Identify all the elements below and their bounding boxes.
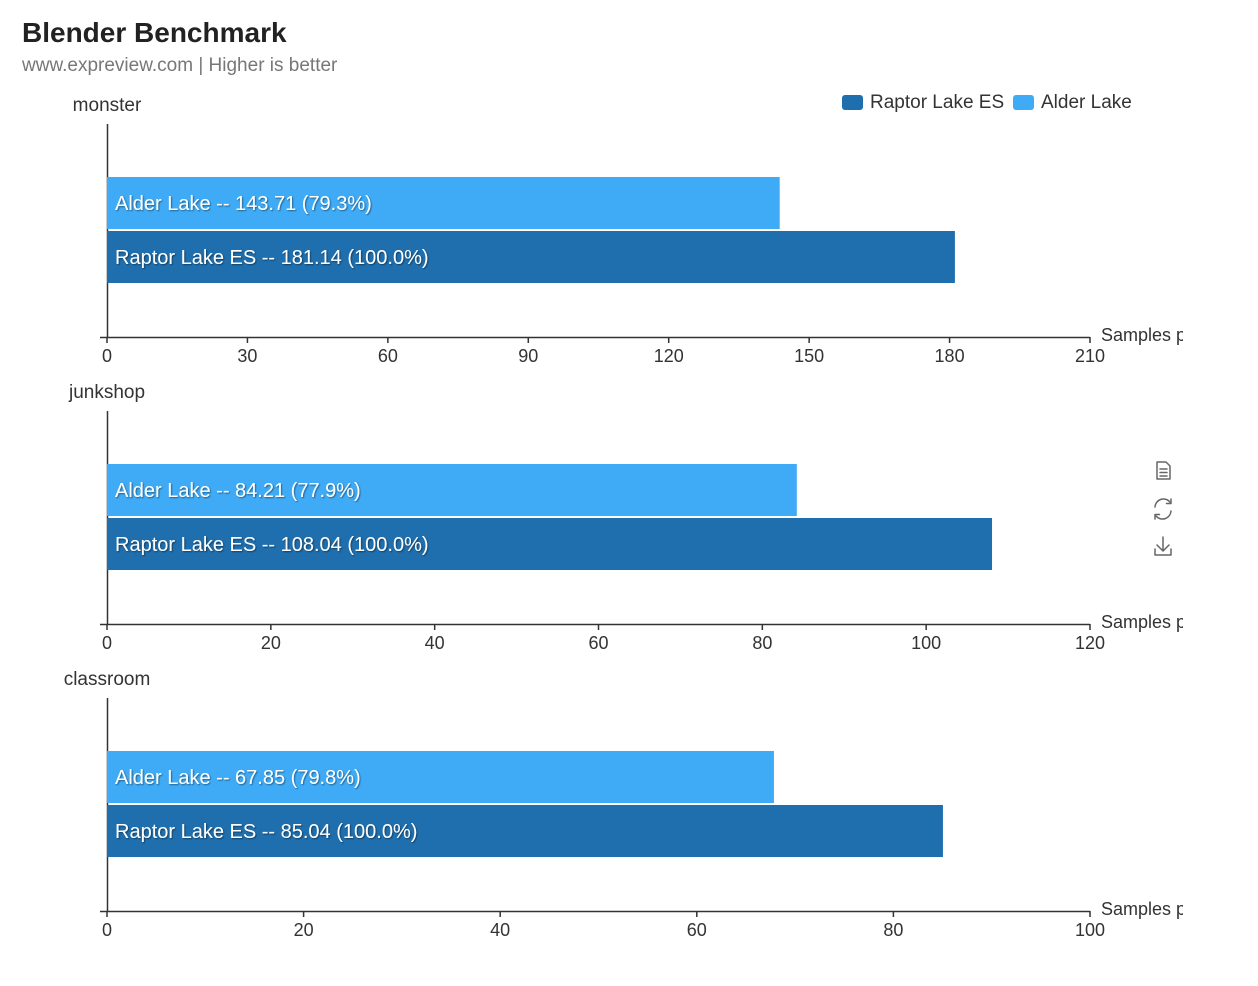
download-tray [1154, 548, 1172, 556]
legend: Raptor Lake ES Alder Lake [842, 92, 1132, 113]
x-axis-name: Samples per minute [1101, 325, 1258, 345]
chart-subtitle: www.expreview.com | Higher is better [21, 55, 338, 76]
bar-raptor-lake-es[interactable] [107, 805, 943, 857]
legend-swatch [1013, 95, 1034, 110]
arrow-bottom [1154, 513, 1161, 520]
chart-panel-classroom: classroom Alder Lake -- 67.85 (79.8%) Rapt… [64, 669, 1258, 940]
data-view-icon[interactable] [1149, 457, 1177, 485]
x-tick-label: 60 [588, 633, 608, 653]
x-tick-label: 20 [294, 920, 314, 940]
bar-raptor-lake-es[interactable] [107, 518, 993, 570]
panel-title: monster [73, 95, 142, 116]
bar-label: Alder Lake -- 84.21 (77.9%) [115, 480, 361, 502]
x-tick-label: 0 [102, 346, 112, 366]
bar-label: Alder Lake -- 67.85 (79.8%) [115, 767, 361, 789]
x-tick-label: 90 [518, 346, 538, 366]
bar-label: Raptor Lake ES -- 181.14 (100.0%) [115, 247, 429, 269]
bar-alder-lake[interactable] [107, 464, 797, 516]
x-tick-label: 30 [237, 346, 257, 366]
x-tick-label: 40 [490, 920, 510, 940]
legend-label: Alder Lake [1041, 92, 1132, 113]
x-tick-label: 80 [883, 920, 903, 940]
bar-label: Raptor Lake ES -- 108.04 (100.0%) [115, 534, 429, 556]
x-tick-label: 150 [794, 346, 824, 366]
x-tick-label: 120 [654, 346, 684, 366]
x-tick-label: 80 [752, 633, 772, 653]
x-tick-label: 20 [261, 633, 281, 653]
legend-item-1[interactable]: Raptor Lake ES [842, 92, 1004, 113]
bar-label: Raptor Lake ES -- 85.04 (100.0%) [115, 821, 417, 843]
x-tick-label: 180 [935, 346, 965, 366]
save-image-icon[interactable] [1149, 533, 1177, 561]
x-axis-name: Samples per minute [1101, 899, 1258, 919]
x-tick-label: 0 [102, 633, 112, 653]
x-tick-label: 120 [1075, 633, 1105, 653]
x-tick-label: 100 [911, 633, 941, 653]
legend-swatch [842, 95, 863, 110]
document-shape [1156, 461, 1171, 480]
bar-alder-lake[interactable] [107, 177, 780, 229]
document-lines [1159, 468, 1168, 477]
bar-label: Alder Lake -- 143.71 (79.3%) [115, 193, 372, 215]
chart-title: Blender Benchmark [22, 17, 287, 48]
toolbox [1149, 457, 1177, 561]
x-axis-name: Samples per minute [1101, 612, 1258, 632]
x-tick-label: 60 [378, 346, 398, 366]
legend-label: Raptor Lake ES [870, 92, 1004, 113]
arc-bottom [1155, 510, 1172, 520]
chart-panel-monster: monster Alder Lake -- 143.71 (79.3%) Rapto… [73, 95, 1258, 366]
hit-area [1149, 457, 1177, 485]
x-tick-label: 210 [1075, 346, 1105, 366]
x-tick-label: 40 [425, 633, 445, 653]
download-arrow [1156, 536, 1170, 552]
panel-title: classroom [64, 669, 151, 690]
chart-panels: monster Alder Lake -- 143.71 (79.3%) Rapto… [64, 95, 1258, 940]
chart-panel-junkshop: junkshop Alder Lake -- 84.21 (77.9%) Rapto… [68, 382, 1258, 653]
x-tick-label: 60 [687, 920, 707, 940]
x-tick-label: 100 [1075, 920, 1105, 940]
legend-item-2[interactable]: Alder Lake [1013, 92, 1132, 113]
arc-top [1154, 498, 1171, 508]
panel-title: junkshop [68, 382, 145, 403]
restore-icon[interactable] [1149, 495, 1177, 523]
bar-alder-lake[interactable] [107, 751, 774, 803]
bar-raptor-lake-es[interactable] [107, 231, 955, 283]
x-tick-label: 0 [102, 920, 112, 940]
arrow-top [1165, 498, 1172, 505]
